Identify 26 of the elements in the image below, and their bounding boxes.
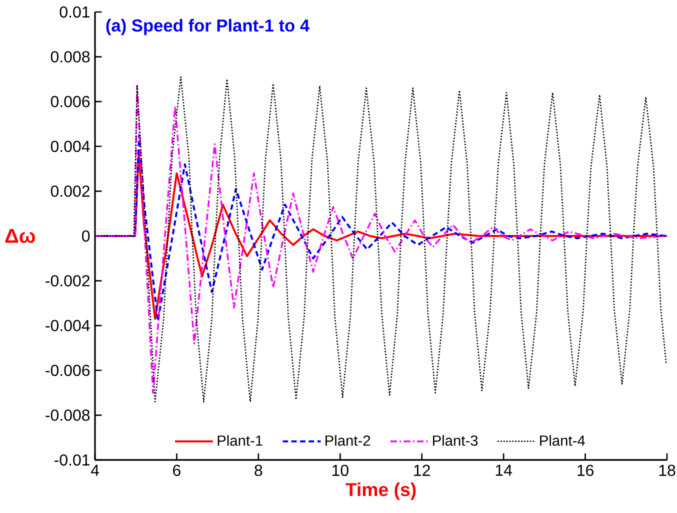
x-tick-label: 8	[254, 464, 262, 476]
chart-title: (a) Speed for Plant-1 to 4	[106, 18, 310, 36]
y-tick-label: 0.004	[50, 140, 90, 152]
x-tick-label: 16	[578, 464, 594, 476]
legend-label: Plant-3	[433, 435, 478, 446]
legend-label: Plant-1	[218, 435, 262, 446]
y-tick-label: 0	[82, 230, 90, 242]
legend-label: Plant-4	[540, 435, 585, 446]
y-tick-label: -0.01	[54, 454, 90, 466]
y-tick-label: 0.01	[60, 6, 90, 18]
legend-label: Plant-2	[326, 435, 370, 446]
y-axis-title: Δω	[5, 229, 35, 243]
y-tick-label: -0.004	[46, 320, 90, 332]
x-tick-label: 4	[90, 464, 99, 476]
x-axis-title: Time (s)	[346, 482, 416, 500]
x-tick-label: 18	[659, 464, 676, 476]
y-tick-label: -0.008	[46, 410, 90, 421]
x-tick-label: 10	[332, 464, 348, 476]
x-tick-label: 6	[173, 464, 180, 476]
y-tick-label: 0.006	[50, 96, 90, 108]
y-tick-label: 0.008	[50, 51, 90, 62]
x-tick-label: 14	[496, 464, 512, 476]
y-tick-label: -0.002	[46, 275, 90, 286]
y-tick-label: -0.006	[46, 364, 90, 376]
x-tick-label: 12	[414, 464, 430, 476]
y-tick-label: 0.002	[50, 186, 90, 197]
